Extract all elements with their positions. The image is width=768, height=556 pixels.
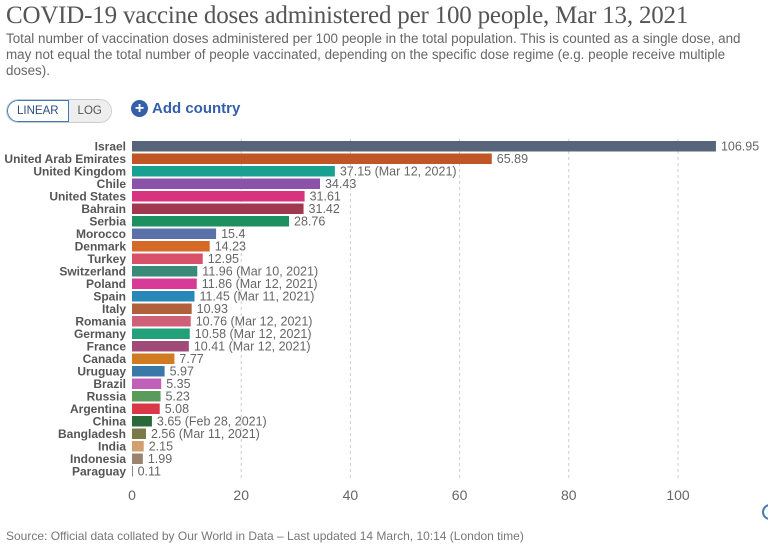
category-label: Germany	[74, 327, 126, 341]
category-label: Chile	[97, 177, 127, 191]
data-label: 5.35	[166, 377, 190, 391]
data-label: 2.15	[149, 440, 173, 454]
category-label: Bahrain	[81, 202, 126, 216]
category-label: China	[93, 415, 127, 429]
bar	[132, 441, 144, 452]
x-tick-label: 100	[666, 487, 690, 503]
category-label: Switzerland	[59, 265, 126, 279]
x-tick-label: 80	[561, 487, 577, 503]
bar	[132, 316, 191, 327]
category-label: Canada	[83, 352, 127, 366]
category-label: Morocco	[76, 227, 126, 241]
data-label: 1.99	[148, 452, 172, 466]
chart-title: COVID-19 vaccine doses administered per …	[6, 2, 689, 29]
bar	[132, 328, 190, 339]
bar	[132, 203, 304, 214]
add-country-button[interactable]: + Add country	[131, 100, 240, 117]
category-label: Bangladesh	[58, 427, 126, 441]
category-label: Israel	[95, 140, 126, 154]
bar	[132, 378, 162, 389]
data-label: 10.93	[197, 302, 228, 316]
bar	[132, 453, 143, 464]
source-note: Source: Official data collated by Our Wo…	[6, 529, 524, 543]
bar	[132, 403, 160, 414]
data-label: 11.45 (Mar 11, 2021)	[200, 290, 315, 304]
x-tick-label: 0	[128, 487, 136, 503]
bar	[132, 153, 492, 164]
category-label: United Kingdom	[33, 165, 126, 179]
scale-toggle[interactable]: LINEAR LOG	[6, 99, 112, 123]
category-label: Serbia	[89, 215, 126, 229]
category-label: United States	[49, 190, 126, 204]
category-label: Brazil	[93, 377, 126, 391]
data-label: 28.76	[294, 215, 325, 229]
bar	[132, 353, 175, 364]
category-label: Spain	[93, 290, 126, 304]
data-label: 15.4	[221, 227, 245, 241]
bar	[132, 253, 203, 264]
data-label: 5.97	[170, 365, 194, 379]
linear-button[interactable]: LINEAR	[7, 100, 69, 122]
bar	[132, 266, 198, 277]
bar	[132, 416, 152, 427]
x-tick-label: 60	[452, 487, 468, 503]
category-label: Turkey	[88, 252, 127, 266]
chart-subtitle: Total number of vaccination doses admini…	[6, 31, 741, 78]
data-label: 65.89	[497, 152, 528, 166]
category-label: Paraguay	[72, 465, 126, 479]
bar	[132, 241, 210, 252]
bar	[132, 341, 189, 352]
category-label: Romania	[75, 315, 126, 329]
category-label: India	[98, 440, 126, 454]
data-label: 31.61	[310, 190, 341, 204]
bar	[132, 303, 192, 314]
category-label: Uruguay	[77, 365, 126, 379]
category-label: Denmark	[75, 240, 127, 254]
data-label: 11.86 (Mar 12, 2021)	[202, 277, 318, 291]
add-country-label: Add country	[152, 100, 241, 117]
category-label: Italy	[102, 302, 126, 316]
category-label: United Arab Emirates	[4, 152, 126, 166]
bar	[132, 178, 320, 189]
data-label: 34.43	[325, 177, 356, 191]
bar	[132, 228, 217, 239]
data-label: 10.58 (Mar 12, 2021)	[195, 327, 312, 341]
data-label: 7.77	[179, 352, 203, 366]
bar	[132, 366, 165, 377]
data-label: 10.41 (Mar 12, 2021)	[194, 340, 311, 354]
bar	[132, 166, 335, 177]
bar	[132, 191, 305, 202]
plus-icon: +	[131, 100, 148, 117]
category-label: Argentina	[70, 402, 126, 416]
bar	[132, 278, 197, 289]
bar	[132, 141, 716, 152]
data-label: 31.42	[309, 202, 340, 216]
data-label: 11.96 (Mar 10, 2021)	[202, 265, 318, 279]
data-label: 106.95	[721, 140, 759, 154]
x-tick-label: 20	[233, 487, 249, 503]
bar	[132, 391, 161, 402]
data-label: 5.23	[166, 390, 190, 404]
data-label: 10.76 (Mar 12, 2021)	[196, 315, 313, 329]
data-label: 37.15 (Mar 12, 2021)	[340, 165, 457, 179]
bar	[132, 466, 133, 477]
data-label: 0.11	[138, 465, 161, 479]
data-label: 3.65 (Feb 28, 2021)	[157, 415, 267, 429]
bar	[132, 291, 195, 302]
data-label: 14.23	[215, 240, 246, 254]
bar	[132, 216, 290, 227]
data-label: 5.08	[165, 402, 189, 416]
bar-chart: 0 20 40 60 80 100 Israel 106.95 United Arab Emir…	[4, 139, 759, 503]
bar	[132, 428, 146, 439]
data-label: 2.56 (Mar 11, 2021)	[151, 427, 260, 441]
category-label: Russia	[87, 390, 127, 404]
data-label: 12.95	[208, 252, 239, 266]
category-label: France	[87, 340, 127, 354]
x-tick-label: 40	[343, 487, 359, 503]
log-button[interactable]: LOG	[68, 100, 111, 122]
category-label: Indonesia	[70, 452, 126, 466]
category-label: Poland	[86, 277, 126, 291]
